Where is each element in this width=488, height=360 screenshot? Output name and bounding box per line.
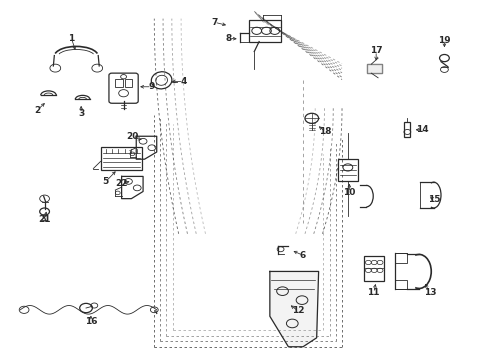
Text: 19: 19 [437, 36, 450, 45]
Text: 1: 1 [68, 34, 74, 43]
Text: 7: 7 [211, 18, 217, 27]
Text: 22: 22 [115, 179, 127, 188]
Text: 9: 9 [148, 82, 155, 91]
Bar [249, 20, 281, 41]
Text: 18: 18 [318, 127, 330, 136]
Text: 8: 8 [225, 34, 231, 43]
Polygon shape [366, 64, 381, 73]
Bar [404, 122, 409, 137]
Text: 13: 13 [423, 288, 435, 297]
Text: 4: 4 [180, 77, 186, 86]
Bar [363, 256, 384, 281]
Bar [337, 159, 357, 181]
Bar [394, 280, 407, 289]
Text: 15: 15 [427, 195, 440, 204]
Polygon shape [269, 271, 318, 347]
Text: 17: 17 [369, 46, 382, 55]
Text: 20: 20 [126, 132, 138, 141]
Bar [124, 78, 132, 87]
Text: 21: 21 [38, 215, 51, 224]
Text: 12: 12 [291, 306, 304, 315]
Text: 2: 2 [34, 105, 41, 114]
Text: 3: 3 [78, 109, 84, 118]
Bar [394, 253, 407, 263]
Bar [366, 64, 381, 73]
Text: 16: 16 [84, 317, 97, 326]
Text: 14: 14 [415, 125, 428, 134]
Text: 6: 6 [299, 251, 305, 260]
Text: 5: 5 [102, 177, 108, 186]
Bar [115, 78, 122, 87]
Text: 10: 10 [343, 188, 355, 197]
Text: 11: 11 [366, 288, 379, 297]
Bar [101, 147, 142, 170]
